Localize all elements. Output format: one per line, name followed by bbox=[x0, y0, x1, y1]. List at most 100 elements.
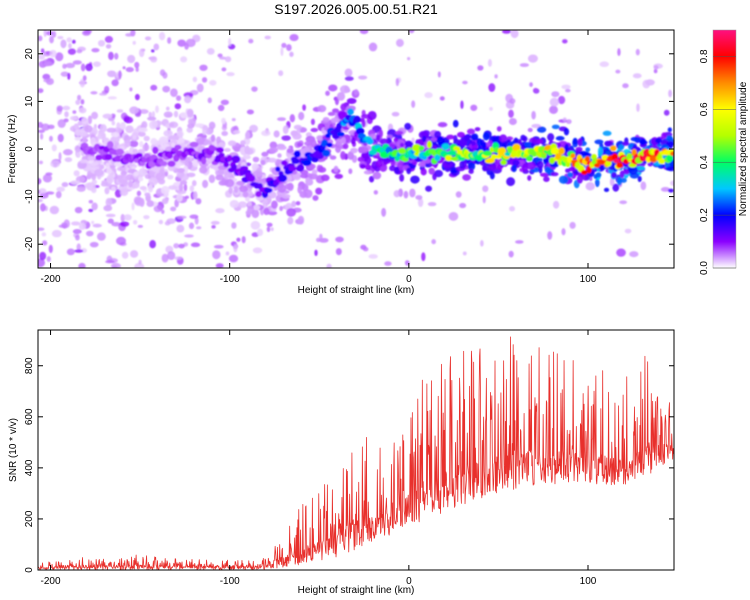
noise-blob bbox=[184, 195, 190, 199]
ridge-blob bbox=[586, 165, 592, 174]
noise-blob bbox=[49, 135, 53, 142]
halo-blob bbox=[585, 147, 591, 153]
ridge-blob bbox=[278, 174, 288, 182]
noise-blob bbox=[480, 239, 484, 247]
noise-blob bbox=[116, 109, 124, 113]
ridge-blob bbox=[366, 138, 374, 145]
halo-blob bbox=[482, 165, 489, 172]
ridge-blob bbox=[248, 174, 256, 182]
noise-blob bbox=[129, 87, 133, 92]
snr-y-ticks: 0 200 400 600 800 bbox=[24, 357, 674, 573]
noise-blob bbox=[150, 56, 158, 63]
noise-blob bbox=[164, 171, 168, 177]
noise-blob bbox=[228, 254, 239, 263]
y-tick-label: 600 bbox=[24, 408, 35, 425]
halo-blob bbox=[655, 137, 662, 144]
noise-blob bbox=[335, 236, 344, 243]
halo-blob bbox=[304, 141, 313, 146]
noise-blob bbox=[319, 233, 323, 240]
noise-blob bbox=[177, 39, 186, 47]
halo-blob bbox=[86, 182, 96, 191]
noise-blob bbox=[629, 251, 639, 258]
noise-blob bbox=[391, 111, 400, 117]
noise-blob bbox=[38, 227, 45, 231]
noise-blob bbox=[196, 83, 204, 93]
noise-blob bbox=[184, 234, 194, 238]
halo-blob bbox=[75, 99, 81, 105]
snr-x-ticks: -200 -100 0 100 bbox=[41, 330, 597, 587]
halo-blob bbox=[536, 138, 543, 144]
halo-blob bbox=[422, 135, 427, 143]
spectrogram-x-ticks: -200 -100 0 100 bbox=[41, 30, 597, 285]
noise-blob bbox=[75, 234, 80, 241]
halo-blob bbox=[463, 134, 470, 142]
halo-blob bbox=[76, 185, 86, 192]
noise-blob bbox=[368, 42, 378, 52]
noise-blob bbox=[462, 251, 467, 256]
noise-blob bbox=[104, 35, 114, 43]
halo-blob bbox=[372, 171, 382, 180]
noise-blob bbox=[384, 261, 392, 266]
noise-blob bbox=[660, 187, 671, 192]
halo-blob bbox=[168, 185, 178, 190]
colorbar-tick-label: 0.0 bbox=[699, 261, 710, 275]
noise-blob bbox=[68, 42, 72, 49]
snr-panel: -200 -100 0 100 0 200 400 600 800 Height of str… bbox=[8, 329, 675, 596]
halo-blob bbox=[208, 174, 216, 184]
noise-blob bbox=[408, 30, 415, 34]
noise-blob bbox=[85, 230, 94, 237]
noise-blob bbox=[173, 243, 180, 249]
noise-blob bbox=[569, 221, 576, 229]
halo-blob bbox=[320, 174, 330, 182]
halo-blob bbox=[471, 140, 476, 146]
halo-blob bbox=[78, 107, 87, 114]
halo-blob bbox=[412, 160, 418, 166]
noise-blob bbox=[508, 250, 514, 258]
noise-blob bbox=[547, 231, 553, 240]
halo-blob bbox=[363, 170, 373, 175]
noise-blob bbox=[91, 220, 95, 225]
noise-blob bbox=[460, 100, 464, 110]
halo-blob bbox=[70, 116, 78, 121]
noise-blob bbox=[663, 109, 670, 116]
halo-blob bbox=[106, 167, 113, 175]
colorbar-tick-label: 0.4 bbox=[699, 155, 710, 169]
noise-blob bbox=[43, 78, 51, 83]
ridge-blob bbox=[347, 108, 354, 115]
colorbar-tick-label: 0.2 bbox=[699, 208, 710, 222]
halo-blob bbox=[299, 173, 309, 179]
halo-blob bbox=[513, 137, 519, 144]
noise-blob bbox=[151, 49, 155, 53]
ridge-blob bbox=[558, 147, 565, 155]
noise-blob bbox=[38, 188, 47, 194]
halo-blob bbox=[271, 200, 278, 209]
noise-blob bbox=[50, 160, 61, 168]
halo-blob bbox=[139, 198, 145, 207]
halo-blob bbox=[317, 105, 327, 113]
noise-blob bbox=[431, 239, 436, 245]
halo-blob bbox=[276, 145, 287, 151]
noise-blob bbox=[206, 48, 215, 55]
halo-blob bbox=[394, 130, 404, 135]
halo-blob bbox=[420, 168, 427, 176]
noise-blob bbox=[38, 177, 42, 185]
ridge-blob bbox=[189, 141, 199, 148]
noise-blob bbox=[60, 39, 67, 49]
halo-blob bbox=[336, 91, 346, 101]
noise-blob bbox=[93, 61, 101, 68]
noise-blob bbox=[92, 223, 102, 228]
halo-blob bbox=[597, 147, 604, 156]
noise-blob bbox=[111, 120, 116, 126]
halo-blob bbox=[442, 137, 450, 146]
ridge-blob bbox=[167, 160, 176, 167]
halo-blob bbox=[379, 129, 384, 138]
halo-blob bbox=[346, 97, 357, 105]
noise-blob bbox=[116, 236, 127, 246]
noise-blob bbox=[488, 83, 496, 92]
noise-blob bbox=[462, 80, 468, 85]
halo-blob bbox=[245, 131, 251, 140]
spectrogram-x-axis-label: Height of straight line (km) bbox=[298, 285, 415, 296]
ridge-blob bbox=[231, 163, 237, 171]
halo-blob bbox=[499, 134, 508, 143]
noise-blob bbox=[562, 117, 567, 122]
